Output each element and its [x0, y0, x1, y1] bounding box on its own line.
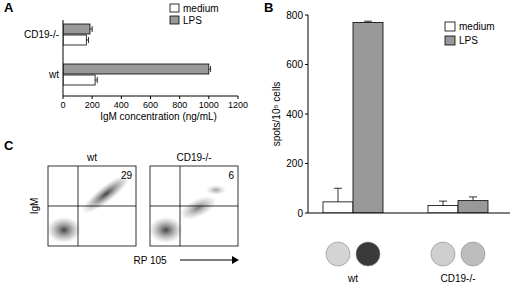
error-cap: [364, 21, 372, 22]
axis-label: RP 105: [133, 255, 167, 266]
legend-swatch: [170, 4, 179, 12]
tick-label: 200: [85, 100, 100, 110]
elispot-well: [461, 242, 485, 266]
quadrant-percent: 29: [121, 170, 133, 181]
category-label: wt: [347, 273, 358, 284]
panel-letter: B: [264, 0, 273, 15]
error-cap: [210, 66, 211, 72]
x-axis: [308, 213, 510, 214]
panel-letter: A: [4, 0, 14, 15]
axis-label: IgM concentration (ng/mL): [100, 111, 217, 122]
elispot-well: [356, 242, 380, 266]
error-line: [338, 188, 339, 202]
cell-cloud: [77, 169, 134, 219]
tick: [179, 96, 180, 99]
legend-swatch: [170, 16, 179, 24]
tick: [238, 96, 239, 99]
tick: [121, 96, 122, 99]
tick: [305, 163, 308, 164]
bar: [323, 202, 353, 213]
tick: [92, 96, 93, 99]
cell-cloud: [176, 191, 220, 224]
arrow-head: [232, 256, 239, 264]
plot-frame: [48, 166, 136, 246]
error-cap: [439, 201, 447, 202]
category-label: CD19-/-: [440, 273, 475, 284]
tick-label: 1200: [228, 100, 248, 110]
tick-label: 200: [286, 158, 303, 169]
legend-label: LPS: [183, 15, 202, 26]
cell-cloud: [206, 185, 226, 195]
panel-b: Bwt CD19-/- 0 200 400 600 800 spots/10⁵ cells me…: [264, 0, 510, 284]
figure: A CD19-/- wt 0 200 400 600 800 1000 1200 IgM conce…: [0, 0, 520, 289]
bar: [428, 206, 458, 213]
error-bar: [334, 188, 342, 202]
legend-label: LPS: [459, 35, 478, 46]
category-label: CD19-/-: [24, 29, 59, 40]
bar: [63, 35, 86, 45]
error-cap: [334, 188, 342, 189]
error-bar: [95, 77, 97, 83]
tick: [305, 64, 308, 65]
cell-cloud: [48, 217, 81, 243]
dot-cloud: [150, 185, 226, 243]
error-cap: [97, 77, 98, 83]
tick-label: 0: [297, 208, 303, 219]
tick: [305, 114, 308, 115]
tick-label: 400: [114, 100, 129, 110]
legend-label: medium: [459, 21, 495, 32]
bar: [63, 24, 90, 34]
panel-letter: C: [4, 138, 14, 153]
error-bar: [439, 201, 447, 205]
bar: [63, 64, 209, 74]
tick: [305, 213, 308, 214]
axis-label: IgM: [29, 198, 40, 215]
tick-label: 400: [286, 109, 303, 120]
cell-cloud: [150, 217, 183, 243]
error-cap: [92, 26, 93, 32]
tick-label: 600: [286, 59, 303, 70]
bars: [63, 24, 211, 85]
error-bar: [209, 66, 211, 72]
legend-label: medium: [183, 3, 219, 14]
tick-label: 800: [286, 10, 303, 21]
tick: [63, 96, 64, 99]
tick: [150, 96, 151, 99]
axis-arrow: [180, 260, 232, 261]
quadrant-line: [150, 206, 238, 207]
bars: [323, 21, 488, 213]
error-line: [443, 201, 444, 205]
bar: [63, 75, 95, 85]
tick: [305, 15, 308, 16]
plot-frame: [150, 166, 238, 246]
plot-title: CD19-/-: [176, 152, 211, 163]
tick-label: 1000: [199, 100, 219, 110]
legend-swatch: [445, 22, 455, 31]
tick-label: 800: [172, 100, 187, 110]
elispot-well: [431, 242, 455, 266]
error-bar: [90, 26, 92, 32]
error-cap: [88, 37, 89, 43]
elispot-well: [326, 242, 350, 266]
error-line: [473, 197, 474, 201]
quadrant-percent: 6: [228, 170, 234, 181]
axis-label: spots/10⁵ cells: [271, 82, 282, 147]
tick: [208, 96, 209, 99]
category-label: wt: [48, 69, 59, 80]
legend-swatch: [445, 36, 455, 45]
bar: [458, 201, 488, 213]
plot-title: wt: [86, 152, 97, 163]
error-bar: [469, 197, 477, 201]
tick-label: 0: [60, 100, 65, 110]
error-bar: [86, 37, 88, 43]
quadrant-line: [48, 206, 136, 207]
y-axis: [63, 20, 64, 96]
bar: [353, 22, 383, 213]
panel-c: Cwt 29 IgM RP 105 CD19-/- 6: [4, 138, 239, 266]
tick-label: 600: [143, 100, 158, 110]
error-bar: [364, 21, 372, 22]
panel-a: A CD19-/- wt 0 200 400 600 800 1000 1200 IgM conce…: [4, 0, 248, 122]
error-cap: [469, 196, 477, 197]
